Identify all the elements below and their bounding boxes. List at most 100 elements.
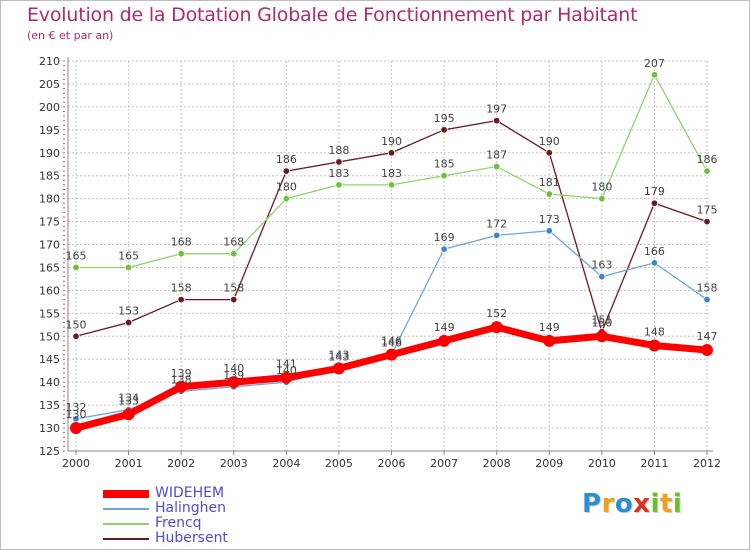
- y-tick-label: 205: [39, 78, 60, 91]
- data-label-hubersent: 150: [66, 318, 87, 331]
- data-label-frencq: 207: [644, 57, 665, 70]
- data-label-hubersent: 175: [697, 204, 718, 217]
- data-label-frencq: 187: [486, 149, 507, 162]
- y-tick-label: 190: [39, 147, 60, 160]
- data-point-hubersent: [387, 149, 396, 157]
- data-label-halinghen: 143: [328, 350, 349, 363]
- data-label-hubersent: 195: [434, 112, 455, 125]
- data-label-frencq: 180: [591, 181, 612, 194]
- data-point-widehem: [385, 348, 398, 361]
- y-tick-label: 130: [39, 422, 60, 435]
- data-label-hubersent: 158: [223, 282, 244, 295]
- y-tick-label: 195: [39, 124, 60, 137]
- logo-letter: r: [601, 489, 615, 519]
- data-label-halinghen: 139: [223, 369, 244, 382]
- data-label-widehem: 133: [118, 394, 139, 407]
- data-point-halinghen: [440, 245, 448, 253]
- data-label-widehem: 146: [381, 335, 402, 348]
- data-label-widehem: 147: [697, 330, 718, 343]
- y-tick-label: 135: [39, 399, 60, 412]
- data-label-hubersent: 158: [171, 282, 192, 295]
- data-label-halinghen: 169: [434, 231, 455, 244]
- legend-label: Halinghen: [155, 500, 227, 516]
- logo-letter: i: [672, 489, 683, 519]
- x-tick-label: 2007: [430, 457, 458, 470]
- data-point-frencq: [282, 194, 291, 203]
- data-label-widehem: 149: [434, 321, 455, 334]
- data-point-frencq: [650, 71, 659, 79]
- data-point-hubersent: [545, 149, 553, 157]
- data-point-halinghen: [703, 295, 711, 304]
- data-point-frencq: [440, 172, 448, 180]
- x-tick-label: 2009: [535, 457, 563, 470]
- proxiti-logo: Proxiti: [582, 489, 682, 519]
- data-label-hubersent: 197: [486, 103, 507, 116]
- y-tick-label: 160: [39, 284, 60, 297]
- legend-label: WIDEHEM: [155, 485, 225, 501]
- data-point-hubersent: [440, 126, 448, 134]
- y-tick-label: 200: [39, 101, 60, 114]
- y-tick-label: 210: [39, 55, 60, 68]
- y-tick-label: 155: [39, 307, 60, 320]
- data-point-widehem: [227, 376, 240, 389]
- legend-swatch: [103, 537, 149, 540]
- legend-item: Halinghen: [103, 501, 226, 516]
- data-label-widehem: 143: [328, 348, 349, 361]
- data-point-widehem: [648, 339, 661, 352]
- data-label-hubersent: 190: [539, 135, 560, 148]
- y-tick-label: 165: [39, 261, 60, 274]
- data-point-widehem: [543, 334, 556, 347]
- data-point-halinghen: [492, 231, 501, 240]
- legend-swatch: [103, 489, 149, 498]
- data-point-widehem: [438, 334, 451, 347]
- data-point-hubersent: [650, 199, 659, 207]
- data-point-widehem: [332, 362, 345, 375]
- data-point-widehem: [122, 408, 135, 421]
- x-tick-label: 2012: [693, 457, 721, 470]
- x-tick-label: 2000: [62, 457, 90, 470]
- chart-subtitle: (en € et par an): [27, 29, 114, 42]
- x-tick-label: 2008: [483, 457, 511, 470]
- logo-letter: x: [633, 489, 651, 519]
- data-point-widehem: [280, 371, 293, 384]
- data-labels: 150 153 158 158 186 188 190 195 197 190 151 179 175 1…: [66, 57, 718, 421]
- data-label-halinghen: 163: [591, 259, 612, 272]
- data-label-hubersent: 190: [381, 135, 402, 148]
- data-label-halinghen: 173: [539, 213, 560, 226]
- data-point-widehem: [701, 344, 713, 357]
- legend-label: Hubersent: [155, 530, 228, 546]
- x-tick-label: 2001: [115, 457, 143, 470]
- logo-letter: P: [582, 489, 602, 519]
- chart-title: Evolution de la Dotation Globale de Fonc…: [27, 4, 638, 26]
- data-label-halinghen: 138: [171, 373, 192, 386]
- data-label-widehem: 140: [223, 362, 244, 375]
- x-tick-label: 2005: [325, 457, 353, 470]
- y-tick-label: 140: [39, 376, 60, 389]
- legend-item: Frencq: [103, 516, 202, 531]
- data-label-frencq: 165: [118, 249, 139, 262]
- data-label-frencq: 181: [539, 176, 560, 189]
- data-point-hubersent: [72, 332, 80, 340]
- legend-swatch: [103, 507, 149, 510]
- data-point-frencq: [124, 263, 133, 272]
- data-label-widehem: 139: [171, 367, 192, 380]
- series-lines: [70, 71, 713, 435]
- data-point-hubersent: [335, 158, 343, 166]
- data-label-widehem: 148: [644, 325, 665, 338]
- y-tick-label: 185: [39, 170, 60, 183]
- data-label-hubersent: 188: [328, 144, 349, 157]
- data-label-frencq: 186: [697, 153, 718, 166]
- logo-letter: t: [659, 489, 673, 519]
- data-point-frencq: [598, 194, 606, 203]
- x-tick-label: 2006: [378, 457, 406, 470]
- data-point-widehem: [490, 321, 503, 334]
- data-point-widehem: [70, 422, 82, 435]
- x-tick-label: 2010: [588, 457, 616, 470]
- y-tick-label: 145: [39, 353, 60, 366]
- data-label-widehem: 149: [539, 321, 560, 334]
- data-point-hubersent: [282, 167, 291, 175]
- data-point-hubersent: [492, 116, 501, 125]
- data-label-widehem: 150: [591, 316, 612, 329]
- y-tick-label: 150: [39, 330, 60, 343]
